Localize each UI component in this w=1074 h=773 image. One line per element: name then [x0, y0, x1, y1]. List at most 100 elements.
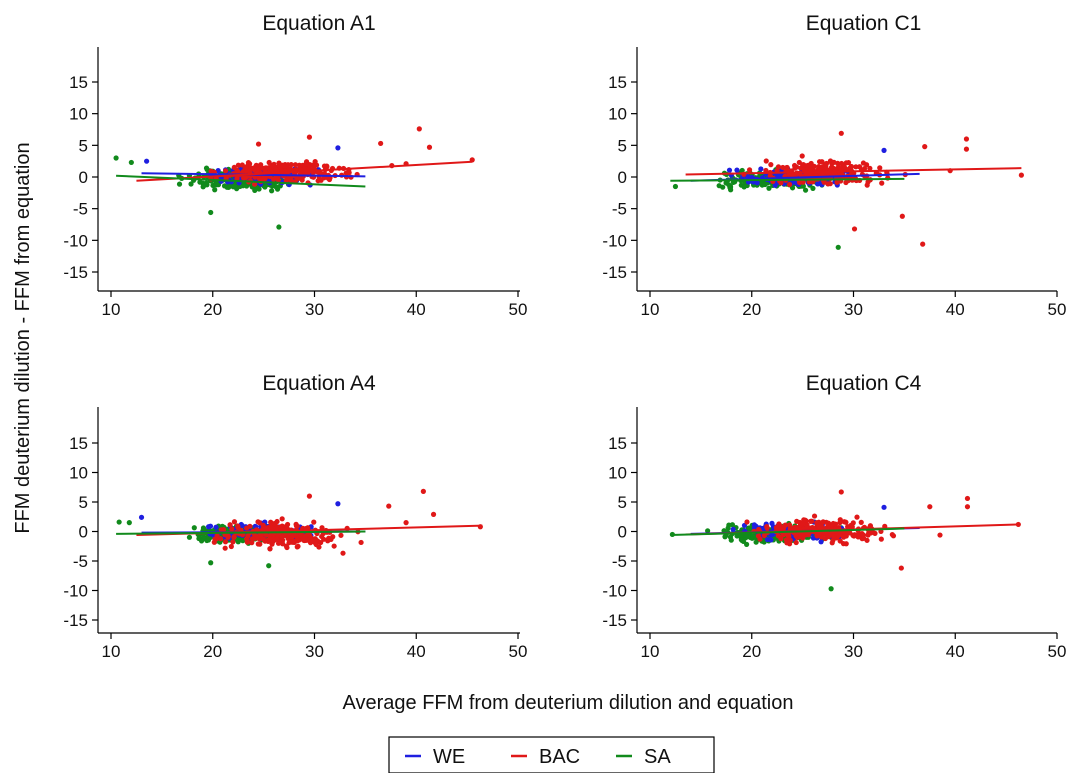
point-bac: [260, 522, 266, 528]
point-bac: [270, 525, 276, 531]
point-bac: [386, 503, 392, 509]
point-sa: [208, 209, 214, 216]
legend-frame: [388, 736, 715, 773]
y-tick-label: 10: [608, 464, 627, 483]
point-sa: [672, 183, 679, 190]
point-bac: [284, 162, 290, 169]
point-sa: [221, 183, 228, 189]
point-bac: [963, 146, 970, 152]
point-bac: [218, 527, 224, 533]
point-we: [734, 167, 740, 173]
point-bac: [289, 534, 295, 540]
point-bac: [927, 504, 933, 510]
point-sa: [726, 182, 732, 188]
point-bac: [271, 521, 277, 527]
point-bac: [234, 175, 240, 182]
point-bac: [763, 158, 769, 164]
point-bac: [311, 165, 317, 171]
y-tick-label: 10: [69, 105, 88, 124]
point-sa: [726, 522, 732, 528]
point-bac: [244, 539, 250, 545]
point-bac: [843, 519, 849, 525]
point-sa: [252, 187, 258, 193]
point-bac: [780, 164, 786, 171]
point-bac: [865, 532, 871, 538]
point-bac: [829, 161, 835, 167]
y-tick-label: 5: [79, 136, 88, 155]
point-bac: [781, 524, 787, 531]
y-tick-label: 15: [69, 434, 88, 453]
point-we: [730, 526, 736, 532]
point-bac: [864, 182, 870, 188]
point-we: [239, 522, 245, 529]
point-sa: [722, 534, 728, 540]
point-bac: [331, 543, 337, 549]
fit-line-sa: [670, 177, 905, 182]
point-bac: [841, 534, 847, 540]
point-we: [335, 145, 341, 151]
panel-1: Equation A1 -15 -10 -5 0 5 10 15 10 20 30 40 50: [63, 12, 527, 319]
point-bac: [781, 532, 787, 538]
point-bac: [273, 167, 279, 173]
legend-label-bac: BAC: [539, 746, 580, 768]
point-sa: [828, 586, 834, 592]
point-sa: [176, 181, 183, 187]
point-bac: [416, 126, 422, 132]
point-bac: [264, 525, 270, 531]
legend: WE BAC SA: [388, 736, 715, 773]
point-bac: [823, 531, 829, 538]
point-bac: [763, 167, 769, 174]
y-tick-label: 0: [618, 168, 627, 187]
point-sa: [269, 188, 275, 194]
point-sa: [766, 185, 772, 191]
point-bac: [227, 522, 233, 528]
point-sa: [744, 541, 750, 547]
point-bac: [263, 532, 269, 538]
y-tick-label: -10: [602, 231, 627, 250]
point-bac: [208, 168, 214, 174]
point-bac: [235, 523, 241, 529]
panel-2: Equation C1 -15 -10 -5 0 5 10 15 10 20 30 40 50: [602, 12, 1066, 319]
point-bac: [877, 165, 883, 171]
point-sa: [753, 539, 759, 545]
point-bac: [835, 160, 841, 166]
point-bac: [218, 536, 224, 542]
legend-label-we: WE: [433, 746, 465, 768]
point-sa: [266, 563, 272, 569]
x-tick-label: 50: [509, 300, 528, 319]
point-bac: [794, 518, 800, 524]
point-sa: [256, 186, 262, 192]
point-bac: [249, 540, 255, 546]
point-bac: [295, 543, 301, 549]
point-bac: [804, 163, 810, 169]
x-tick-label: 40: [407, 300, 426, 319]
y-tick-label: 5: [618, 136, 627, 155]
point-bac: [819, 164, 826, 170]
point-bac: [799, 153, 805, 159]
point-sa: [835, 244, 841, 250]
point-sa: [208, 560, 214, 566]
x-tick-label: 10: [641, 642, 660, 661]
point-bac: [318, 539, 324, 546]
point-bac: [744, 519, 750, 525]
point-sa: [762, 181, 768, 188]
point-bac: [850, 520, 856, 526]
point-bac: [764, 525, 770, 531]
point-bac: [258, 162, 264, 168]
point-bac: [403, 520, 409, 526]
point-we: [818, 539, 824, 545]
y-tick-label: -5: [612, 200, 627, 219]
point-bac: [776, 521, 782, 527]
point-we: [881, 504, 887, 510]
point-sa: [128, 159, 134, 166]
point-bac: [861, 165, 868, 172]
point-bac: [1018, 172, 1024, 178]
point-bac: [838, 130, 844, 136]
point-sa: [116, 519, 122, 525]
point-bac: [311, 519, 317, 525]
point-bac: [789, 172, 795, 178]
point-we: [144, 158, 150, 164]
point-bac: [864, 537, 870, 543]
point-bac: [293, 523, 300, 529]
